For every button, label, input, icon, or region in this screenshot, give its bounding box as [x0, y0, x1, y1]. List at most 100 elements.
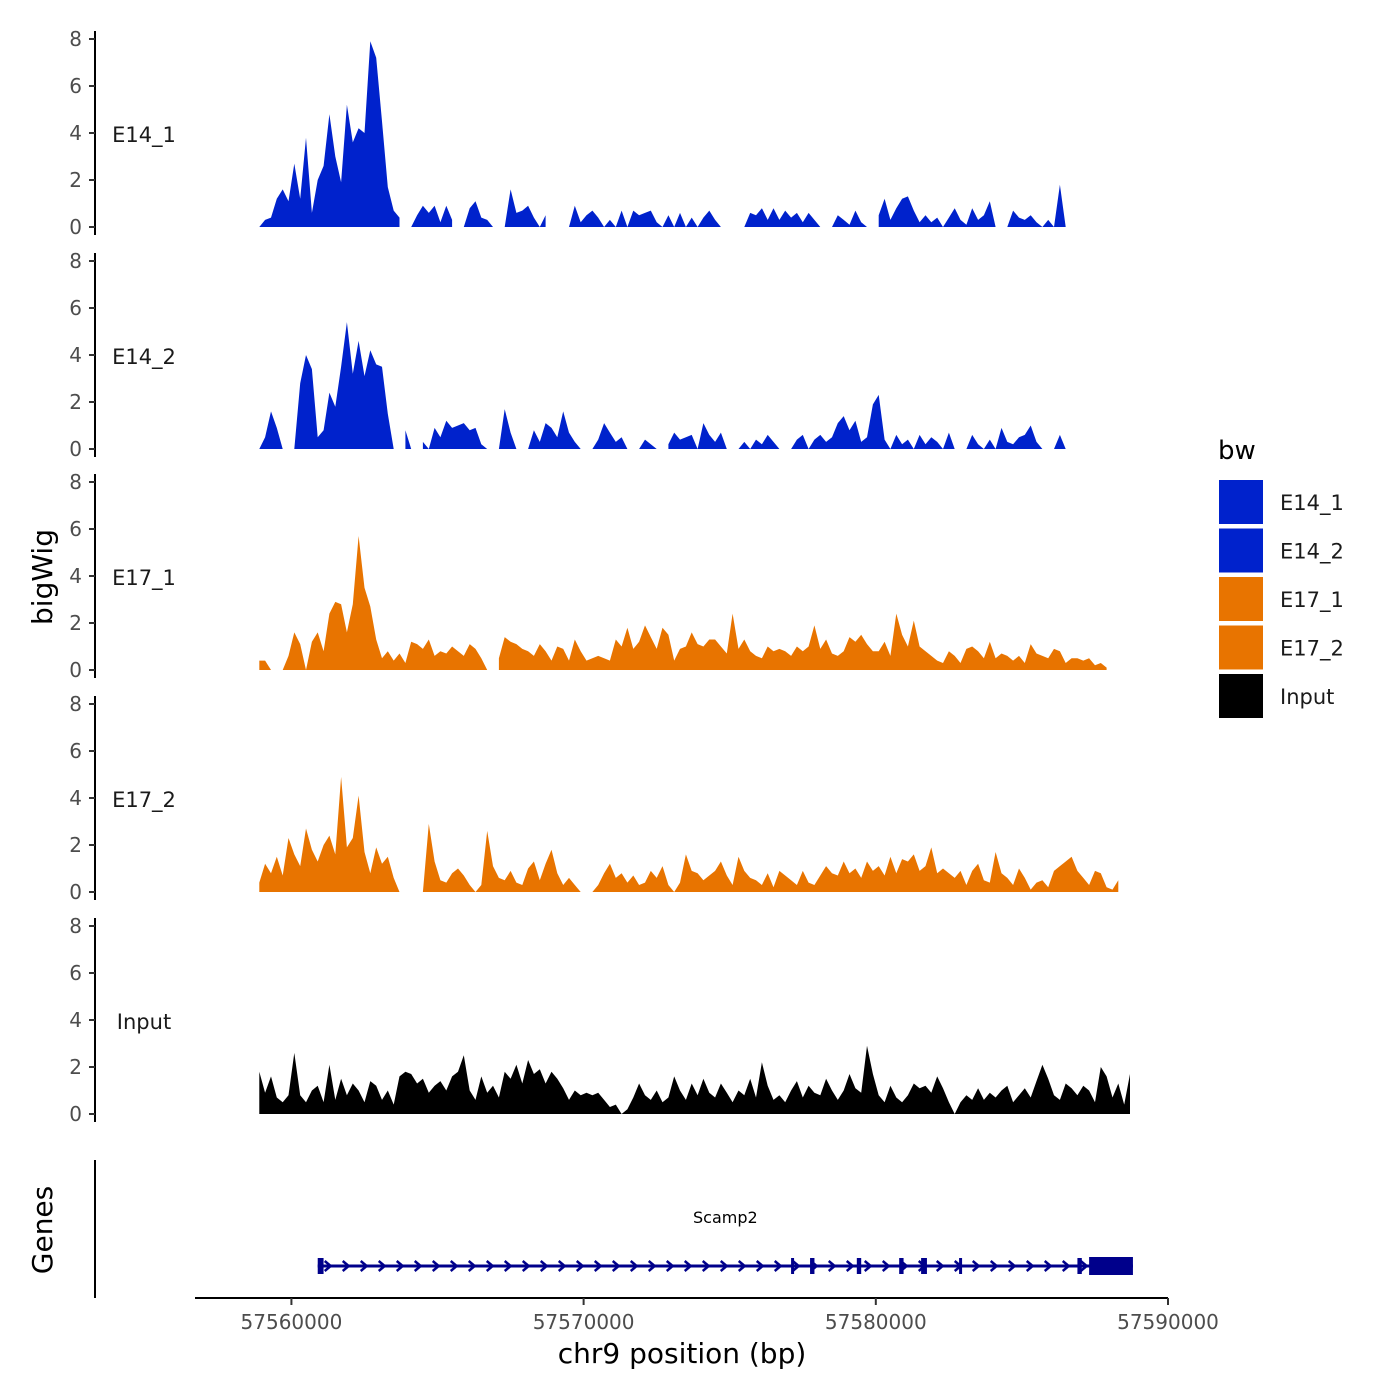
panel-E17_1: 0 2 4 6 8 E17_1 [69, 470, 1107, 682]
strand-arrow-icon [359, 1260, 369, 1272]
coverage-area-E17_2 [259, 776, 400, 892]
gene-exon [921, 1258, 927, 1274]
strand-arrow-icon [557, 1260, 567, 1272]
legend-label-E14_2: E14_2 [1280, 540, 1344, 565]
legend-label-E17_1: E17_1 [1280, 588, 1344, 613]
gene-exon [959, 1258, 963, 1274]
y-axis-title: bigWig [26, 529, 59, 625]
gene-exon [791, 1258, 795, 1274]
strand-arrow-icon [665, 1260, 675, 1272]
legend-label-E14_1: E14_1 [1280, 491, 1344, 516]
y-tick-label: 0 [69, 215, 82, 239]
coverage-area-E14_2 [422, 420, 488, 449]
strand-arrow-icon [539, 1260, 549, 1272]
coverage-area-E14_1 [504, 189, 546, 227]
legend-swatch-E14_1 [1219, 480, 1263, 524]
track-label-E14_2: E14_2 [112, 345, 176, 370]
panel-E14_1: 0 2 4 6 8 E14_1 [69, 27, 1066, 239]
strand-arrow-icon [863, 1260, 873, 1272]
strand-arrow-icon [683, 1260, 693, 1272]
coverage-area-E14_2 [791, 394, 955, 449]
y-tick-label: 2 [69, 168, 82, 192]
y-tick-label: 4 [69, 343, 82, 367]
coverage-area-E14_1 [878, 196, 996, 227]
coverage-area-E14_1 [832, 210, 867, 227]
y-tick-label: 6 [69, 739, 82, 763]
coverage-area-E14_1 [744, 208, 821, 227]
coverage-area-E14_2 [259, 411, 283, 449]
gene-exon [899, 1258, 904, 1274]
coverage-area-E14_1 [1007, 184, 1066, 227]
legend-swatch-E17_2 [1219, 625, 1263, 670]
coverage-area-E14_2 [668, 423, 727, 449]
y-tick-label: 6 [69, 296, 82, 320]
y-tick-label: 0 [69, 437, 82, 461]
y-tick-label: 2 [69, 833, 82, 857]
strand-arrow-icon [791, 1260, 801, 1272]
coverage-area-E14_2 [738, 434, 780, 449]
x-tick-label: 57590000 [1117, 1310, 1219, 1334]
gene-exon [810, 1258, 815, 1274]
strand-arrow-icon [341, 1260, 351, 1272]
legend-title: bw [1218, 436, 1256, 466]
gene-exon [1089, 1257, 1133, 1275]
strand-arrow-icon [485, 1260, 495, 1272]
coverage-area-E14_1 [411, 205, 453, 227]
y-tick-label: 0 [69, 658, 82, 682]
strand-arrow-icon [701, 1260, 711, 1272]
y-tick-label: 6 [69, 961, 82, 985]
legend-label-E17_2: E17_2 [1280, 637, 1344, 662]
y-tick-label: 4 [69, 564, 82, 588]
y-tick-label: 0 [69, 1102, 82, 1126]
legend-label-Input: Input [1280, 685, 1334, 709]
y-tick-label: 4 [69, 786, 82, 810]
strand-arrow-icon [1079, 1260, 1089, 1272]
gene-exon [317, 1258, 324, 1274]
legend-swatch-E17_1 [1219, 577, 1263, 621]
coverage-area-E14_2 [405, 430, 412, 449]
coverage-area-E17_1 [498, 613, 1107, 670]
strand-arrow-icon [629, 1260, 639, 1272]
strand-arrow-icon [881, 1260, 891, 1272]
gene-exon [856, 1258, 862, 1274]
strand-arrow-icon [737, 1260, 747, 1272]
strand-arrow-icon [827, 1260, 837, 1272]
strand-arrow-icon [719, 1260, 729, 1272]
legend-swatch-Input [1219, 674, 1263, 718]
strand-arrow-icon [845, 1260, 855, 1272]
strand-arrow-icon [575, 1260, 585, 1272]
strand-arrow-icon [647, 1260, 657, 1272]
strand-arrow-icon [377, 1260, 387, 1272]
strand-arrow-icon [611, 1260, 621, 1272]
gene-Scamp2: Scamp2 [317, 1208, 1133, 1275]
coverage-area-E14_1 [569, 205, 721, 227]
strand-arrow-icon [1007, 1260, 1017, 1272]
strand-arrow-icon [1025, 1260, 1035, 1272]
strand-arrow-icon [935, 1260, 945, 1272]
track-label-E17_1: E17_1 [112, 566, 176, 591]
y-tick-label: 6 [69, 517, 82, 541]
x-axis-title: chr9 position (bp) [558, 1337, 807, 1370]
y-tick-label: 4 [69, 121, 82, 145]
x-tick-label: 57560000 [241, 1310, 343, 1334]
strand-arrow-icon [593, 1260, 603, 1272]
coverage-area-E14_1 [463, 201, 493, 227]
x-axis: 57560000 57570000 57580000 57590000 [195, 1297, 1219, 1334]
y-tick-label: 0 [69, 880, 82, 904]
strand-arrow-icon [323, 1260, 333, 1272]
panel-Input: 0 2 4 6 8 Input [69, 914, 1130, 1126]
legend: bw E14_1 E14_2 E17_1 E17_2 Input [1218, 436, 1344, 718]
strand-arrow-icon [413, 1260, 423, 1272]
coverage-area-E14_2 [294, 322, 394, 449]
coverage-area-E14_2 [498, 409, 517, 449]
track-label-Input: Input [117, 1010, 171, 1034]
gene-track-title: Genes [26, 1186, 59, 1274]
coverage-area-E14_2 [966, 425, 1043, 449]
y-tick-label: 6 [69, 74, 82, 98]
x-tick-label: 57570000 [533, 1310, 635, 1334]
coverage-area-Input [259, 1045, 1130, 1114]
strand-arrow-icon [1043, 1260, 1053, 1272]
y-tick-label: 2 [69, 390, 82, 414]
strand-arrow-icon [773, 1260, 783, 1272]
